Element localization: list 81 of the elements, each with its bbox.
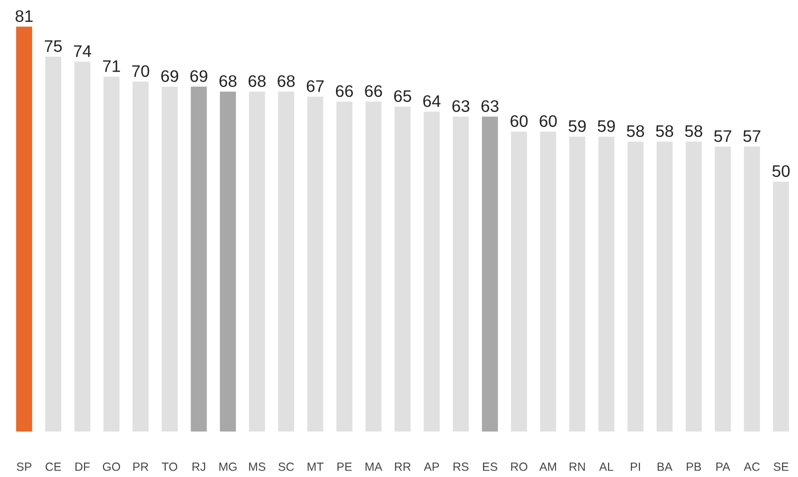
x-tick-label: DF — [75, 462, 90, 471]
x-tick-label: CE — [46, 462, 61, 471]
data-label: 74 — [74, 45, 92, 57]
x-tick-label: SC — [278, 462, 294, 471]
data-label: 58 — [626, 125, 644, 137]
data-label: 69 — [190, 70, 208, 82]
x-tick-label: MS — [249, 462, 266, 471]
data-label: 58 — [685, 125, 702, 137]
x-tick-label: PA — [716, 462, 730, 471]
bar — [45, 56, 62, 432]
x-tick-label: SE — [774, 462, 788, 471]
data-label: 66 — [365, 85, 382, 97]
bar — [452, 116, 469, 432]
bar — [307, 96, 324, 432]
bar — [249, 92, 266, 432]
bar — [656, 142, 673, 432]
bar — [773, 182, 790, 432]
data-label: 69 — [161, 70, 178, 82]
bar — [16, 26, 32, 432]
x-tick-label: RN — [570, 462, 585, 471]
bar — [162, 86, 178, 432]
data-label: 58 — [656, 125, 674, 137]
bar — [569, 136, 586, 432]
x-tick-label: PR — [133, 462, 148, 471]
x-tick-label: AM — [539, 462, 556, 471]
bar — [424, 112, 440, 432]
bar — [190, 86, 207, 432]
x-tick-label: PE — [337, 462, 352, 471]
x-tick-label: PB — [686, 462, 701, 471]
bar — [744, 146, 760, 432]
data-label: 70 — [132, 65, 150, 77]
bar — [627, 142, 644, 432]
data-label: 60 — [510, 115, 528, 127]
bar — [540, 132, 556, 432]
bar — [365, 102, 382, 432]
data-label: 60 — [540, 115, 557, 127]
x-tick-label: TO — [162, 462, 178, 471]
bar — [598, 136, 614, 432]
data-label: 68 — [248, 75, 266, 87]
data-label: 68 — [219, 75, 236, 87]
data-label: 50 — [772, 165, 790, 177]
data-label: 65 — [394, 90, 412, 102]
data-label: 67 — [306, 80, 324, 92]
bar — [686, 142, 702, 432]
data-label: 81 — [16, 10, 33, 22]
data-label: 63 — [452, 100, 470, 112]
x-tick-label: MA — [366, 462, 382, 471]
bar — [103, 76, 120, 432]
bar — [511, 132, 528, 432]
x-tick-label: GO — [102, 462, 120, 471]
x-tick-label: ES — [483, 462, 498, 471]
bar — [714, 146, 731, 432]
data-label: 59 — [598, 120, 615, 132]
x-tick-label: AP — [424, 462, 439, 471]
x-tick-label: AL — [599, 462, 614, 471]
x-tick-label: RR — [395, 462, 411, 471]
bar — [336, 102, 352, 432]
data-label: 64 — [423, 95, 440, 107]
data-label: 75 — [44, 40, 62, 52]
data-label: 57 — [743, 130, 760, 142]
x-tick-label: AC — [744, 462, 760, 471]
bar — [394, 106, 411, 432]
data-label: 57 — [714, 130, 732, 142]
data-label: 71 — [103, 60, 120, 72]
data-label: 59 — [568, 120, 586, 132]
x-tick-label: BA — [658, 462, 672, 471]
x-tick-label: SP — [16, 462, 32, 471]
x-tick-label: MG — [219, 462, 237, 471]
bar — [220, 92, 236, 432]
data-label: 66 — [336, 85, 353, 97]
x-tick-label: RS — [454, 462, 468, 471]
x-tick-label: MT — [308, 462, 324, 471]
bar — [482, 116, 498, 432]
data-label: 68 — [278, 75, 295, 87]
bar — [278, 92, 294, 432]
x-tick-label: PI — [630, 462, 640, 471]
x-tick-label: RJ — [192, 462, 206, 471]
bar — [132, 82, 149, 432]
data-label: 63 — [482, 100, 498, 112]
x-tick-label: RO — [511, 462, 528, 471]
bar — [74, 62, 90, 432]
